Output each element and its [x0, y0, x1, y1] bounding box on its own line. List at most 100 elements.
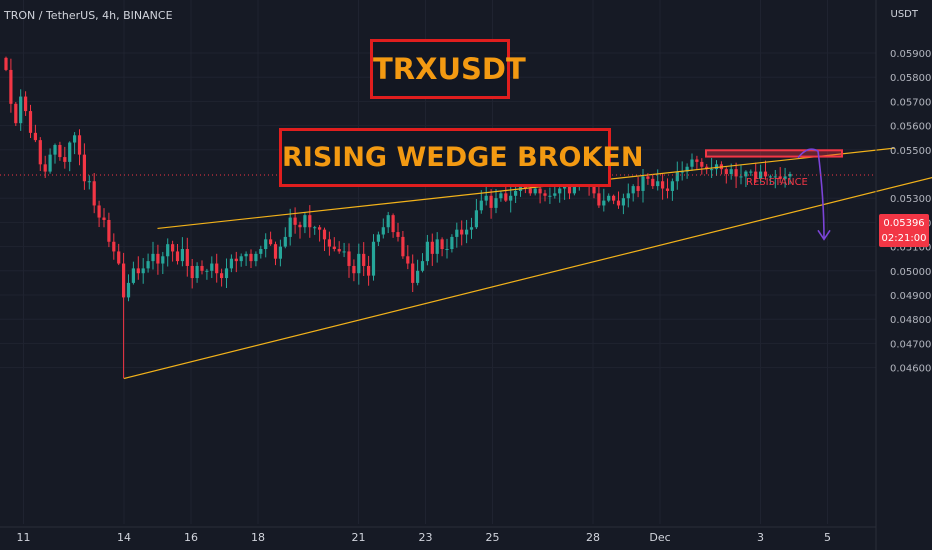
candle-body [538, 188, 542, 194]
y-tick-label: 0.05900 [890, 49, 931, 60]
x-tick-label: 25 [486, 531, 500, 544]
candle-body [440, 239, 444, 250]
candle-body [220, 273, 224, 279]
candle-body [97, 205, 101, 218]
candle-body [474, 210, 478, 228]
y-tick-label: 0.05700 [890, 97, 931, 108]
y-tick-label: 0.05800 [890, 73, 931, 84]
projection-arrowhead [817, 229, 831, 241]
candle-body [53, 144, 57, 155]
candle-body [205, 270, 209, 272]
x-tick-label: 18 [251, 531, 265, 544]
candle-body [773, 176, 777, 178]
candle-body [126, 282, 131, 298]
candle-body [283, 236, 287, 247]
candle-body [700, 161, 704, 167]
candle-body [729, 169, 733, 174]
projection-path [797, 148, 825, 240]
candle-body [455, 229, 459, 237]
candle-body [401, 236, 405, 257]
y-tick-label: 0.05500 [890, 146, 931, 157]
x-tick-label: 3 [757, 531, 764, 544]
x-tick-label: 11 [17, 531, 31, 544]
candle-body [396, 232, 400, 237]
candle-body [107, 219, 111, 242]
y-tick-label: 0.04600 [890, 364, 931, 375]
candle-body [612, 195, 616, 201]
candle-body [783, 176, 787, 179]
current-price-value: 0.05396 [883, 218, 925, 229]
candle-body [77, 135, 82, 155]
candle-body [156, 253, 160, 264]
candle-body [332, 246, 336, 250]
candle-body [264, 239, 268, 250]
candle-body [548, 195, 552, 197]
candle-body [435, 239, 439, 254]
candle-body [322, 229, 327, 240]
y-tick-label: 0.04800 [890, 315, 931, 326]
candle-body [665, 188, 670, 191]
candle-body [229, 258, 233, 269]
candle-body [494, 198, 498, 208]
candle-body [82, 154, 86, 182]
candle-body [416, 270, 420, 283]
candle-body [636, 186, 640, 191]
candle-body [734, 169, 738, 177]
candle-body [641, 176, 645, 191]
candlesticks [4, 56, 792, 379]
projection-arrow [797, 148, 831, 241]
candle-body [430, 241, 434, 254]
candle-body [616, 200, 621, 206]
candle-body [670, 181, 674, 191]
candle-body [92, 181, 96, 206]
bar-countdown: 02:21:00 [881, 233, 927, 244]
candle-body [661, 181, 665, 189]
candle-body [656, 181, 660, 187]
candle-body [714, 164, 719, 170]
candle-body [87, 181, 91, 183]
candle-body [567, 183, 572, 194]
candle-body [73, 135, 77, 143]
candle-body [171, 244, 175, 252]
candle-body [685, 166, 689, 172]
candle-body [528, 188, 532, 194]
y-tick-label: 0.05600 [890, 122, 931, 133]
symbol-info[interactable]: TRON / TetherUS, 4h, BINANCE [4, 9, 173, 22]
candle-body [63, 157, 67, 162]
candle-body [166, 244, 170, 257]
candle-body [680, 171, 684, 173]
candle-body [122, 263, 126, 298]
candle-body [200, 265, 204, 271]
candle-body [391, 215, 395, 233]
y-tick-label: 0.05000 [890, 267, 931, 278]
candle-body [607, 195, 611, 201]
rising-wedge [123, 147, 932, 380]
candle-body [690, 159, 694, 167]
candle-body [695, 159, 699, 162]
x-tick-label: Dec [649, 531, 670, 544]
candle-body [342, 251, 346, 253]
candle-body [112, 241, 116, 252]
candle-body [504, 193, 508, 201]
candle-body [180, 249, 184, 262]
candle-body [469, 227, 474, 230]
candle-body [553, 193, 557, 196]
candle-body [499, 193, 503, 199]
candle-body [357, 253, 361, 274]
x-tick-label: 23 [419, 531, 433, 544]
x-tick-label: 28 [586, 531, 600, 544]
candle-body [460, 229, 464, 235]
candle-body [778, 176, 782, 179]
x-tick-label: 5 [824, 531, 831, 544]
candle-body [210, 263, 214, 271]
candle-body [117, 251, 121, 264]
candle-body [484, 195, 488, 201]
candle-body [318, 227, 322, 230]
y-tick-label: 0.05300 [890, 194, 931, 205]
candle-body [347, 251, 351, 266]
candle-body [313, 227, 317, 229]
candle-body [239, 256, 243, 262]
candle-body [465, 229, 469, 235]
candle-body [327, 239, 331, 247]
